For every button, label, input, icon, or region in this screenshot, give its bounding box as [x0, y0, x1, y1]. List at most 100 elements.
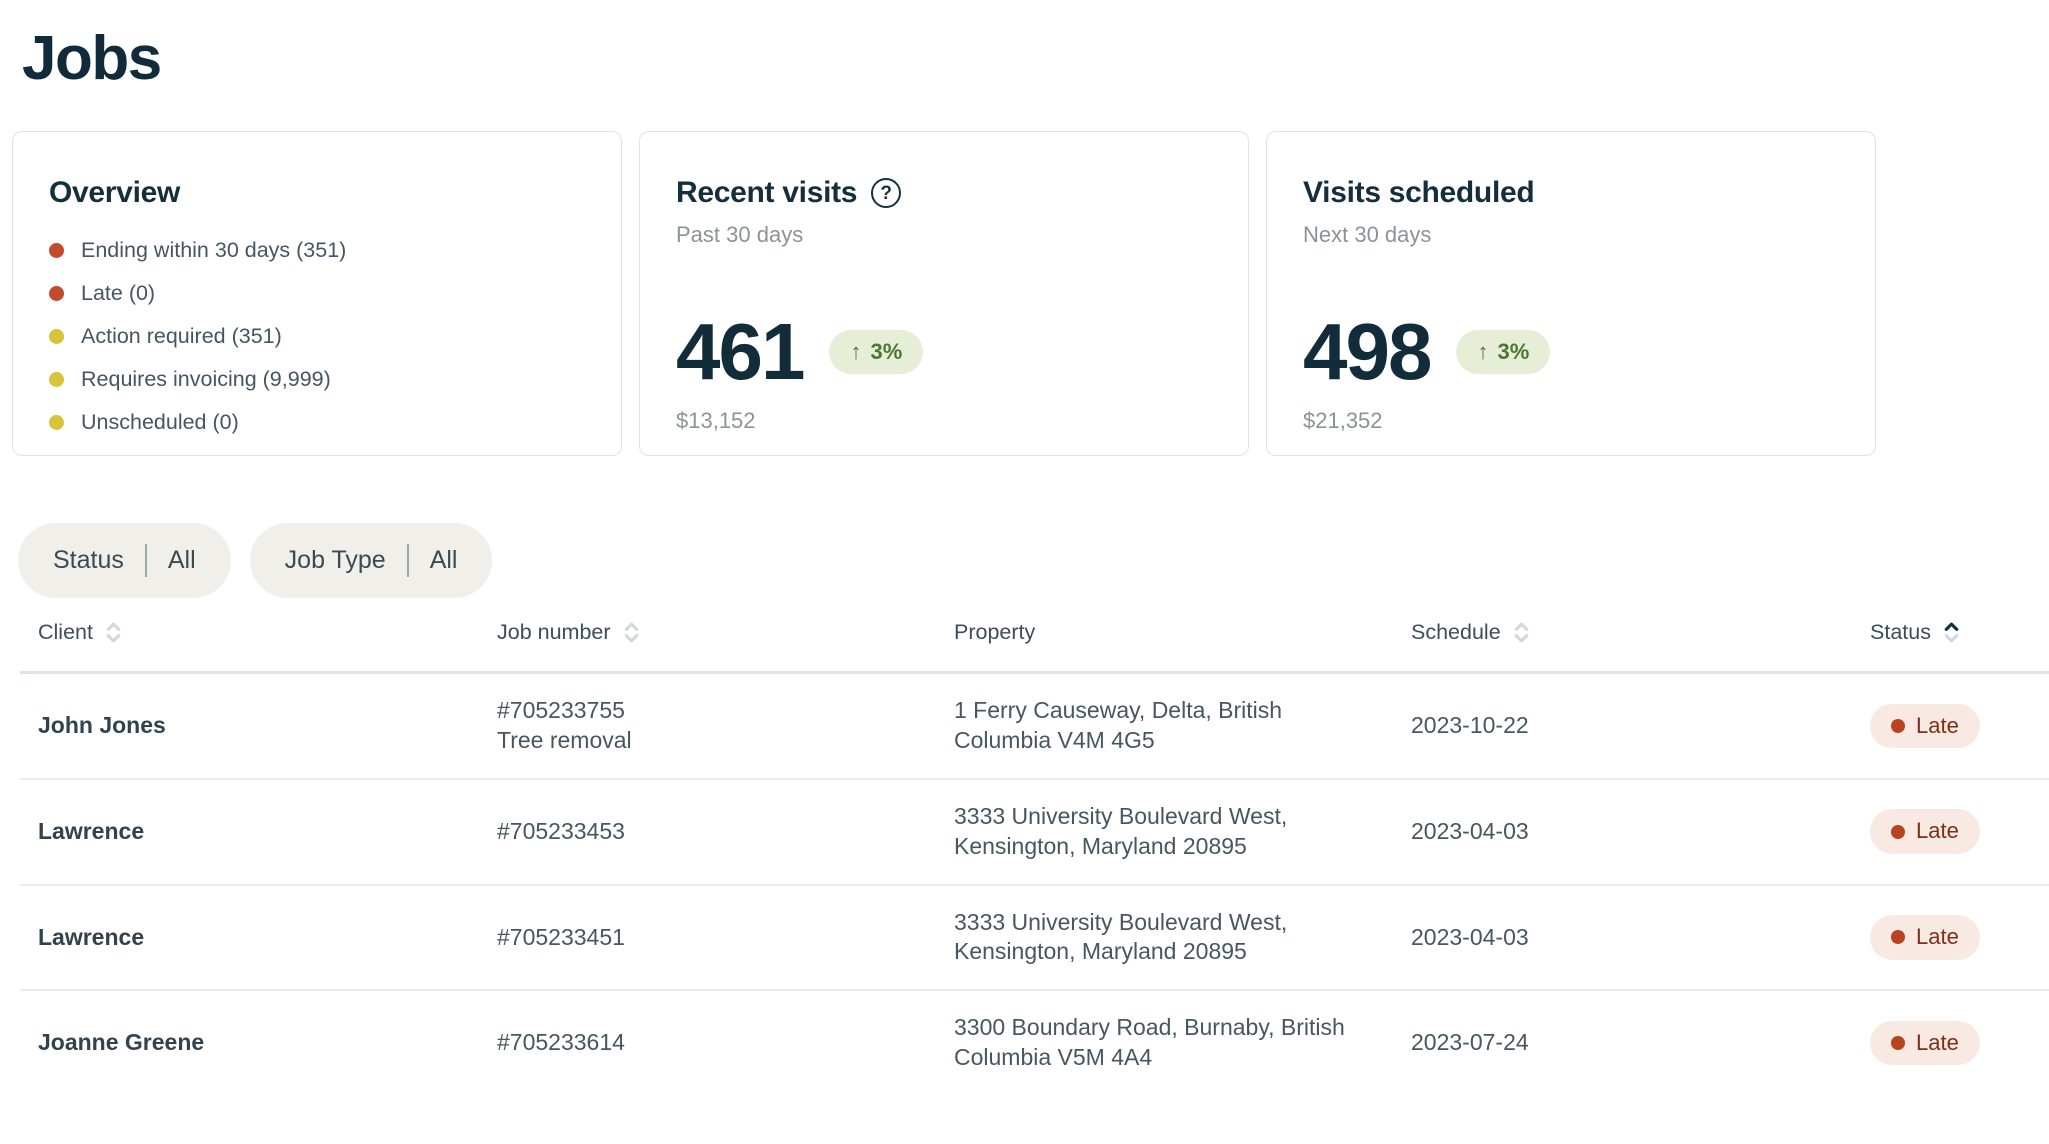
sort-icon: [623, 621, 640, 644]
job-number-cell: #705233614: [479, 1028, 936, 1058]
status-cell: Late: [1852, 703, 2049, 749]
filter-divider: [144, 544, 147, 577]
table-row[interactable]: Lawrence #705233453 3333 University Boul…: [20, 780, 2049, 886]
column-header-label: Status: [1870, 620, 1931, 644]
job-type: Tree removal: [497, 726, 632, 753]
yellow-status-dot-icon: [49, 372, 64, 387]
visits-scheduled-amount: $21,352: [1303, 408, 1383, 433]
property-cell: 3333 University Boulevard West, Kensingt…: [954, 802, 1288, 859]
filter-bar: Status All Job Type All: [18, 523, 2049, 598]
trend-badge: ↑ 3%: [829, 330, 924, 374]
status-badge: Late: [1870, 915, 1980, 960]
schedule-cell: 2023-04-03: [1411, 923, 1529, 950]
page-title: Jobs: [22, 24, 162, 93]
column-header-client[interactable]: Client: [20, 620, 479, 645]
client-cell: Lawrence: [38, 817, 145, 844]
filter-label: Job Type: [284, 546, 386, 574]
client-cell: Joanne Greene: [38, 1029, 205, 1056]
recent-visits-title: Recent visits: [676, 176, 858, 209]
late-status-dot-icon: [1891, 930, 1905, 945]
job-number-cell: #705233453: [479, 817, 936, 847]
table-row[interactable]: John Jones #705233755 Tree removal 1 Fer…: [20, 674, 2049, 780]
trend-badge: ↑ 3%: [1456, 330, 1551, 374]
sort-ascending-icon: [1943, 621, 1960, 644]
trend-up-arrow-icon: ↑: [850, 339, 862, 364]
column-header-label: Job number: [497, 620, 611, 644]
status-cell: Late: [1852, 915, 2049, 960]
schedule-cell: 2023-10-22: [1411, 711, 1529, 738]
overview-card-title: Overview: [49, 176, 181, 209]
recent-visits-subtitle: Past 30 days: [676, 222, 804, 247]
visits-scheduled-value: 498: [1303, 307, 1432, 396]
job-number-cell: #705233755 Tree removal: [479, 696, 936, 756]
status-cell: Late: [1852, 1021, 2049, 1066]
column-header-job-number[interactable]: Job number: [479, 620, 936, 645]
overview-card: Overview Ending within 30 days (351) Lat…: [12, 131, 622, 456]
column-header-status[interactable]: Status: [1852, 620, 2049, 645]
property-cell: 3300 Boundary Road, Burnaby, British Col…: [954, 1014, 1345, 1071]
overview-item-label: Ending within 30 days (351): [81, 238, 347, 262]
overview-item-label: Late (0): [81, 281, 156, 305]
client-cell: Lawrence: [38, 923, 145, 950]
overview-item-late[interactable]: Late (0): [49, 281, 585, 306]
filter-divider: [406, 544, 409, 577]
recent-visits-value: 461: [676, 307, 805, 396]
status-badge: Late: [1870, 809, 1980, 854]
visits-scheduled-title: Visits scheduled: [1303, 176, 1535, 209]
trend-percent: 3%: [870, 339, 903, 364]
overview-item-requires-invoicing[interactable]: Requires invoicing (9,999): [49, 367, 585, 392]
table-header-row: Client Job number Property Schedule Stat…: [20, 598, 2049, 674]
late-status-dot-icon: [1891, 1036, 1905, 1051]
property-cell: 3333 University Boulevard West, Kensingt…: [954, 908, 1288, 965]
sort-icon: [1513, 621, 1530, 644]
property-cell: 1 Ferry Causeway, Delta, British Columbi…: [954, 697, 1283, 753]
recent-visits-card: Recent visits ? Past 30 days 461 ↑ 3% $1…: [639, 131, 1249, 456]
job-number: #705233451: [497, 923, 625, 950]
yellow-status-dot-icon: [49, 329, 64, 344]
job-number: #705233755: [497, 697, 625, 723]
job-number: #705233453: [497, 817, 625, 844]
recent-visits-amount: $13,152: [676, 408, 756, 433]
overview-item-action-required[interactable]: Action required (351): [49, 324, 585, 349]
late-status-dot-icon: [1891, 824, 1905, 839]
filter-value: All: [167, 546, 196, 574]
visits-scheduled-card: Visits scheduled Next 30 days 498 ↑ 3% $…: [1266, 131, 1876, 456]
yellow-status-dot-icon: [49, 415, 64, 430]
summary-cards: Overview Ending within 30 days (351) Lat…: [12, 131, 2049, 456]
column-header-schedule[interactable]: Schedule: [1393, 620, 1852, 645]
trend-up-arrow-icon: ↑: [1477, 339, 1489, 364]
status-label: Late: [1916, 818, 1959, 844]
overview-list: Ending within 30 days (351) Late (0) Act…: [49, 238, 585, 435]
job-number: #705233614: [497, 1029, 625, 1056]
overview-item-label: Requires invoicing (9,999): [81, 367, 331, 391]
filter-value: All: [429, 546, 458, 574]
help-icon[interactable]: ?: [871, 178, 902, 208]
column-header-label: Client: [38, 620, 93, 644]
status-cell: Late: [1852, 809, 2049, 854]
overview-item-unscheduled[interactable]: Unscheduled (0): [49, 410, 585, 435]
red-status-dot-icon: [49, 286, 64, 301]
status-filter-pill[interactable]: Status All: [18, 523, 231, 598]
overview-item-label: Unscheduled (0): [81, 410, 239, 434]
job-number-cell: #705233451: [479, 923, 936, 953]
client-cell: John Jones: [38, 711, 166, 738]
late-status-dot-icon: [1891, 718, 1905, 733]
table-row[interactable]: Lawrence #705233451 3333 University Boul…: [20, 886, 2049, 992]
overview-item-ending-within-30-days[interactable]: Ending within 30 days (351): [49, 238, 585, 263]
overview-item-label: Action required (351): [81, 324, 282, 348]
red-status-dot-icon: [49, 243, 64, 258]
column-header-label: Property: [954, 620, 1036, 644]
status-badge: Late: [1870, 1021, 1980, 1066]
trend-percent: 3%: [1497, 339, 1530, 364]
table-row[interactable]: Joanne Greene #705233614 3300 Boundary R…: [20, 991, 2049, 1095]
visits-scheduled-subtitle: Next 30 days: [1303, 222, 1432, 247]
jobs-table: Client Job number Property Schedule Stat…: [20, 598, 2049, 1095]
schedule-cell: 2023-04-03: [1411, 817, 1529, 844]
job-type-filter-pill[interactable]: Job Type All: [249, 523, 493, 598]
status-label: Late: [1916, 924, 1959, 950]
column-header-property: Property: [936, 620, 1393, 645]
filter-label: Status: [53, 546, 124, 574]
status-label: Late: [1916, 1030, 1959, 1056]
schedule-cell: 2023-07-24: [1411, 1029, 1529, 1056]
sort-icon: [105, 621, 122, 644]
